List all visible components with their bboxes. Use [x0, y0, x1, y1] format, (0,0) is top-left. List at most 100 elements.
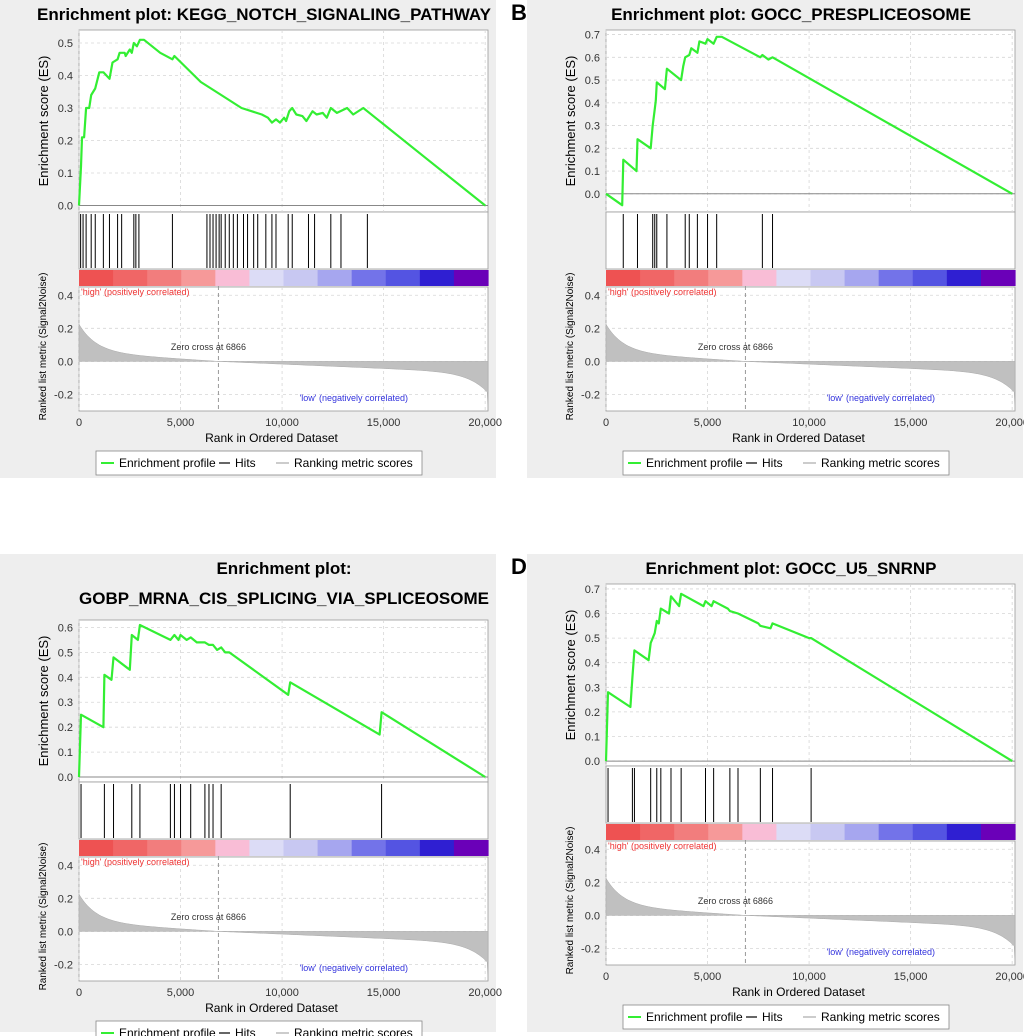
- rank-color-band-segment: [147, 840, 182, 856]
- es-ytick-label: 0.3: [58, 103, 73, 115]
- es-plot-area: [605, 29, 1016, 213]
- metric-ytick-label: 0.4: [58, 290, 73, 302]
- legend-label-enrichment: Enrichment profile: [646, 456, 743, 470]
- x-tick-label: 5,000: [694, 971, 722, 983]
- hits-area: [78, 781, 489, 840]
- rank-color-band-segment: [249, 270, 285, 286]
- legend-label-enrichment: Enrichment profile: [119, 1026, 216, 1036]
- es-ytick-label: 0.4: [585, 98, 600, 110]
- es-ytick-label: 0.2: [585, 143, 600, 155]
- metric-ytick-label: -0.2: [581, 943, 600, 955]
- x-tick-label: 0: [603, 971, 609, 983]
- x-tick-label: 20,000: [995, 417, 1024, 429]
- chart-title: Enrichment plot: GOCC_PRESPLICEOSOME: [611, 5, 971, 24]
- legend-label-hits: Hits: [235, 456, 256, 470]
- enrichment-plot-b: Enrichment plot: GOCC_PRESPLICEOSOME 0.0 0…: [527, 0, 1024, 478]
- legend-label-hits: Hits: [762, 1010, 783, 1024]
- zero-cross-label: Zero cross at 6866: [171, 912, 246, 922]
- es-ytick-label: 0.4: [585, 658, 600, 670]
- rank-color-band-segment: [419, 840, 455, 856]
- rank-color-band-segment: [351, 840, 387, 856]
- rank-color-band-segment: [980, 270, 1016, 286]
- metric-ytick-label: -0.2: [54, 389, 73, 401]
- panel-b: B Enrichment plot: GOCC_PRESPLICEOSOME 0.…: [511, 0, 1024, 478]
- es-ytick-label: 0.2: [58, 136, 73, 148]
- metric-ytick-label: -0.2: [54, 959, 73, 971]
- rank-color-band-segment: [878, 824, 914, 840]
- es-ytick-label: 0.1: [585, 166, 600, 178]
- hits-area: [78, 211, 489, 270]
- enrichment-plot-a: Enrichment plot: KEGG_NOTCH_SIGNALING_PA…: [0, 0, 502, 478]
- x-tick-label: 10,000: [792, 971, 826, 983]
- x-tick-label: 20,000: [468, 417, 502, 429]
- enrichment-profile-line: [77, 623, 486, 778]
- x-axis-label: Rank in Ordered Dataset: [205, 1001, 338, 1015]
- metric-ytick-label: 0.0: [58, 926, 73, 938]
- high-correlation-label: 'high' (positively correlated): [81, 287, 189, 297]
- es-plot-area: [78, 619, 489, 783]
- enrichment-plot-c: Enrichment plot: GOBP_MRNA_CIS_SPLICING_V…: [0, 554, 502, 1036]
- x-axis-label: Rank in Ordered Dataset: [732, 985, 865, 999]
- ranking-metric-area: [78, 893, 489, 982]
- x-tick-label: 15,000: [367, 417, 401, 429]
- rank-color-band-segment: [912, 270, 948, 286]
- rank-color-band-segment: [640, 824, 675, 840]
- legend-label-metric: Ranking metric scores: [294, 456, 413, 470]
- panel-c: C Enrichment plot:GOBP_MRNA_CIS_SPLICING…: [0, 554, 502, 1036]
- rank-color-band-segment: [844, 824, 880, 840]
- panel-d: D Enrichment plot: GOCC_U5_SNRNP 0.0 0.1 0.…: [511, 554, 1024, 1032]
- rank-color-band-segment: [147, 270, 182, 286]
- metric-ytick-label: 0.2: [585, 877, 600, 889]
- rank-color-band-segment: [113, 270, 148, 286]
- es-ytick-label: 0.7: [585, 584, 600, 596]
- rank-color-band-segment: [215, 840, 251, 856]
- x-tick-label: 15,000: [894, 417, 928, 429]
- ranking-metric-area: [605, 877, 1016, 966]
- es-y-axis-label: Enrichment score (ES): [563, 56, 578, 187]
- rank-color-band-segment: [810, 824, 846, 840]
- legend-label-metric: Ranking metric scores: [294, 1026, 413, 1036]
- ranking-metric-area: [78, 323, 489, 412]
- es-ytick-label: 0.5: [585, 633, 600, 645]
- es-ytick-label: 0.0: [58, 772, 73, 784]
- rank-color-band-segment: [317, 270, 353, 286]
- metric-plot-area: [605, 286, 1016, 412]
- rank-color-band-segment: [113, 840, 148, 856]
- rank-color-band-segment: [742, 824, 778, 840]
- x-tick-label: 15,000: [367, 987, 401, 999]
- metric-ytick-label: 0.0: [585, 356, 600, 368]
- low-correlation-label: 'low' (negatively correlated): [827, 947, 935, 957]
- metric-ytick-label: 0.2: [58, 323, 73, 335]
- es-ytick-label: 0.3: [58, 697, 73, 709]
- x-tick-label: 10,000: [792, 417, 826, 429]
- metric-ytick-label: 0.2: [58, 893, 73, 905]
- es-ytick-label: 0.5: [58, 38, 73, 50]
- x-tick-label: 5,000: [167, 417, 195, 429]
- enrichment-profile-line: [604, 592, 1013, 763]
- rank-color-band-segment: [640, 270, 675, 286]
- metric-y-axis-label: Ranked list metric (Signal2Noise): [565, 827, 576, 975]
- legend-box: [622, 450, 950, 476]
- es-ytick-label: 0.7: [585, 30, 600, 42]
- es-ytick-label: 0.3: [585, 121, 600, 133]
- metric-ytick-label: -0.2: [581, 389, 600, 401]
- zero-cross-label: Zero cross at 6866: [171, 342, 246, 352]
- metric-ytick-label: 0.0: [585, 910, 600, 922]
- rank-color-band-segment: [980, 824, 1016, 840]
- es-ytick-label: 0.0: [585, 189, 600, 201]
- rank-color-band-segment: [776, 270, 812, 286]
- legend-label-enrichment: Enrichment profile: [119, 456, 216, 470]
- es-ytick-label: 0.1: [58, 747, 73, 759]
- legend-label-metric: Ranking metric scores: [821, 1010, 940, 1024]
- x-axis-label: Rank in Ordered Dataset: [205, 431, 338, 445]
- chart-title: Enrichment plot: KEGG_NOTCH_SIGNALING_PA…: [37, 5, 492, 24]
- metric-ytick-label: 0.4: [585, 290, 600, 302]
- es-ytick-label: 0.1: [585, 731, 600, 743]
- x-axis-label: Rank in Ordered Dataset: [732, 431, 865, 445]
- es-ytick-label: 0.6: [585, 52, 600, 64]
- x-tick-label: 5,000: [694, 417, 722, 429]
- x-tick-label: 20,000: [995, 971, 1024, 983]
- rank-color-band-segment: [181, 270, 216, 286]
- es-ytick-label: 0.3: [585, 682, 600, 694]
- rank-color-band-segment: [453, 270, 489, 286]
